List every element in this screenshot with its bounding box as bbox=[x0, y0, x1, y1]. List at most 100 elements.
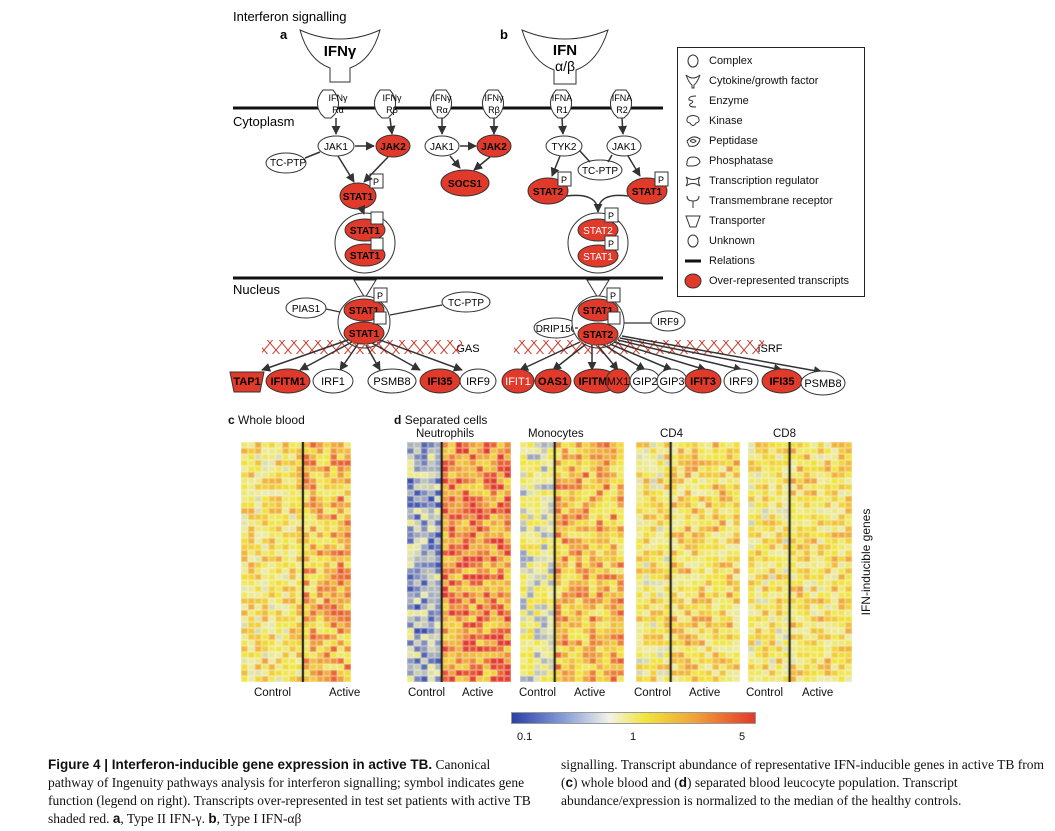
receptors: IFNγ Rα IFNγ Rβ IFNγ Rα IFNγ Rβ IFNA R1 IFNA R… bbox=[317, 89, 633, 119]
svg-text:GAS: GAS bbox=[456, 343, 479, 355]
legend-item-cytokine: Cytokine/growth factor bbox=[684, 72, 818, 90]
hm3-control: Control bbox=[634, 687, 672, 699]
svg-text:IRF1: IRF1 bbox=[321, 376, 345, 388]
dna-helix-a bbox=[262, 340, 462, 354]
svg-text:P: P bbox=[373, 177, 379, 187]
legend-item-over-represented: Over-represented transcripts bbox=[684, 272, 849, 290]
heatmap-whole-blood bbox=[241, 442, 351, 687]
nucleus-complex-b: DRIP150 IRF9 STAT1 STAT2 P ISRF bbox=[533, 287, 783, 355]
legend-item-enzyme: Enzyme bbox=[684, 92, 749, 110]
svg-text:P: P bbox=[610, 291, 616, 301]
hm2-active: Active bbox=[574, 687, 606, 699]
panel-b-label: b bbox=[500, 27, 508, 42]
ifn-inducible-genes-label: IFN-inducible genes bbox=[859, 508, 873, 616]
svg-text:STAT1: STAT1 bbox=[583, 252, 613, 263]
unknown-icon bbox=[687, 234, 699, 248]
svg-text:STAT1: STAT1 bbox=[350, 226, 381, 237]
svg-text:IRF9: IRF9 bbox=[466, 376, 490, 388]
heatmap-cd4 bbox=[636, 442, 740, 687]
svg-text:PSMB8: PSMB8 bbox=[373, 376, 410, 388]
transporter-icon bbox=[685, 215, 701, 228]
svg-text:IRF9: IRF9 bbox=[657, 317, 679, 328]
svg-text:IFI35: IFI35 bbox=[427, 376, 452, 388]
legend-item-unknown: Unknown bbox=[684, 232, 755, 250]
ifn-alpha-beta-cytokine: IFN α/β bbox=[521, 29, 609, 85]
svg-text:TC-PTP: TC-PTP bbox=[582, 166, 618, 177]
svg-text:IFIT1: IFIT1 bbox=[505, 376, 531, 388]
hm0-active: Active bbox=[329, 687, 361, 699]
hm3-active: Active bbox=[689, 687, 721, 699]
colorbar-tick-min: 0.1 bbox=[517, 731, 533, 743]
svg-text:STAT1: STAT1 bbox=[583, 306, 614, 317]
svg-text:P: P bbox=[561, 175, 567, 185]
enzyme-icon bbox=[688, 95, 697, 108]
svg-text:IFN: IFN bbox=[553, 42, 577, 59]
svg-text:STAT1: STAT1 bbox=[349, 329, 380, 340]
translocation-arrow-b bbox=[586, 279, 610, 299]
svg-text:P: P bbox=[608, 211, 614, 221]
legend-item-phosphatase: Phosphatase bbox=[684, 152, 773, 170]
svg-text:JAK2: JAK2 bbox=[380, 142, 406, 153]
legend-item-kinase: Kinase bbox=[684, 112, 743, 130]
arrows-a bbox=[304, 117, 499, 215]
color-scale-bar bbox=[511, 712, 756, 724]
legend-item-transcription-regulator: Transcription regulator bbox=[684, 172, 819, 190]
hm1-active: Active bbox=[462, 687, 494, 699]
heatmap-cd8 bbox=[748, 442, 852, 687]
peptidase-icon bbox=[686, 136, 701, 147]
legend-item-transmembrane-receptor: Transmembrane receptor bbox=[684, 192, 833, 210]
svg-text:STAT2: STAT2 bbox=[583, 226, 613, 237]
svg-text:PIAS1: PIAS1 bbox=[292, 304, 321, 315]
colorbar-tick-max: 5 bbox=[739, 731, 746, 743]
svg-text:α/β: α/β bbox=[555, 58, 575, 74]
svg-text:TC-PTP: TC-PTP bbox=[270, 158, 306, 169]
section-title: Interferon signalling bbox=[233, 9, 346, 24]
svg-text:GIP3: GIP3 bbox=[659, 376, 684, 388]
hm0-control: Control bbox=[254, 687, 292, 699]
legend-item-peptidase: Peptidase bbox=[684, 132, 758, 150]
svg-text:TAP1: TAP1 bbox=[233, 376, 260, 388]
hm2-control: Control bbox=[519, 687, 557, 699]
over-represented-icon bbox=[684, 273, 702, 289]
svg-text:R1: R1 bbox=[556, 105, 568, 115]
nucleus-label: Nucleus bbox=[233, 282, 280, 297]
svg-text:PSMB8: PSMB8 bbox=[804, 378, 841, 390]
heatmap-title-cd8: CD8 bbox=[773, 428, 797, 440]
complex-icon bbox=[687, 54, 699, 68]
nucleus-complex-a: PIAS1 TC-PTP STAT1 STAT1 P GAS bbox=[285, 287, 491, 355]
relations-icon bbox=[685, 259, 701, 263]
svg-text:R2: R2 bbox=[616, 105, 628, 115]
cytokine-icon bbox=[685, 74, 701, 89]
transcription-regulator-icon bbox=[685, 176, 701, 187]
svg-text:IFITM1: IFITM1 bbox=[579, 376, 614, 388]
nucleus-links bbox=[325, 304, 651, 329]
cytoplasm-nodes-a: JAK1 JAK2 TC-PTP JAK1 JAK2 SOCS1 STAT1 P… bbox=[265, 134, 512, 274]
svg-text:Rβ: Rβ bbox=[386, 105, 398, 115]
panel-d-header: d Separated cells bbox=[394, 413, 488, 427]
svg-text:P: P bbox=[608, 239, 614, 249]
svg-text:STAT2: STAT2 bbox=[583, 330, 614, 341]
svg-text:Rβ: Rβ bbox=[488, 105, 500, 115]
colorbar-tick-mid: 1 bbox=[630, 731, 637, 743]
kinase-icon bbox=[686, 115, 700, 126]
svg-text:IFNA: IFNA bbox=[612, 93, 633, 103]
panel-a-label: a bbox=[280, 27, 288, 42]
svg-text:MX1: MX1 bbox=[607, 376, 630, 388]
svg-text:P: P bbox=[377, 291, 383, 301]
caption-right: signalling. Transcript abundance of repr… bbox=[561, 757, 1045, 808]
svg-text:Rα: Rα bbox=[332, 105, 344, 115]
svg-text:JAK1: JAK1 bbox=[612, 142, 636, 153]
svg-text:JAK1: JAK1 bbox=[430, 142, 454, 153]
heatmap-title-neutrophils: Neutrophils bbox=[416, 428, 475, 440]
svg-text:Rα: Rα bbox=[436, 105, 448, 115]
svg-text:TYK2: TYK2 bbox=[551, 142, 576, 153]
translocation-arrow-a bbox=[353, 279, 377, 299]
svg-text:IFNA: IFNA bbox=[552, 93, 573, 103]
hm4-active: Active bbox=[802, 687, 834, 699]
target-genes-b: IFIT1 OAS1 IFITM1 MX1 GIP2 GIP3 IFIT3 IR… bbox=[501, 368, 846, 396]
heatmap-neutrophils bbox=[407, 442, 511, 687]
svg-text:IFI35: IFI35 bbox=[769, 376, 794, 388]
svg-text:IFNγ: IFNγ bbox=[329, 93, 348, 103]
svg-text:P: P bbox=[658, 175, 664, 185]
cytoplasm-nodes-b: TYK2 JAK1 TC-PTP STAT2 P STAT1 P STAT2 S… bbox=[527, 135, 669, 274]
